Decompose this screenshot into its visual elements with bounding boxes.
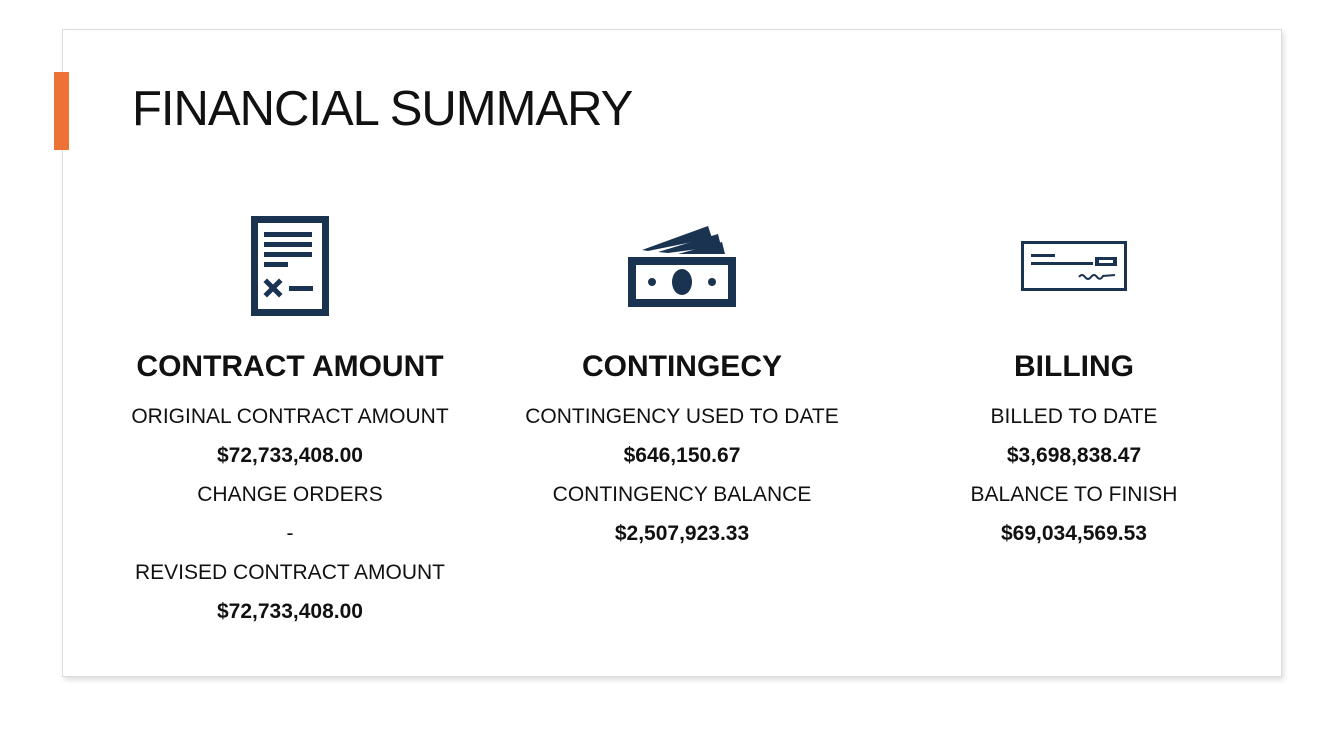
slide-panel xyxy=(62,29,1282,677)
revised-contract-amount-label: REVISED CONTRACT AMOUNT xyxy=(135,561,445,584)
billing-column: BILLING BILLED TO DATE $3,698,838.47 BAL… xyxy=(864,210,1284,553)
page-title: FINANCIAL SUMMARY xyxy=(132,82,633,136)
original-contract-amount-label: ORIGINAL CONTRACT AMOUNT xyxy=(131,405,449,428)
contingency-balance-label: CONTINGENCY BALANCE xyxy=(552,483,812,506)
change-orders-label: CHANGE ORDERS xyxy=(197,483,383,506)
contingency-column: CONTINGECY CONTINGENCY USED TO DATE $646… xyxy=(472,210,892,553)
revised-contract-amount-value: $72,733,408.00 xyxy=(217,600,363,623)
balance-to-finish-label: BALANCE TO FINISH xyxy=(970,483,1178,506)
column-heading: CONTRACT AMOUNT xyxy=(136,350,444,383)
check-icon xyxy=(864,210,1284,322)
original-contract-amount-value: $72,733,408.00 xyxy=(217,444,363,467)
column-heading: BILLING xyxy=(1014,350,1134,383)
title-accent-bar xyxy=(54,72,69,150)
change-orders-value: - xyxy=(286,522,294,545)
billed-to-date-label: BILLED TO DATE xyxy=(990,405,1158,428)
contract-amount-column: CONTRACT AMOUNT ORIGINAL CONTRACT AMOUNT… xyxy=(80,210,500,631)
contract-document-icon xyxy=(80,210,500,322)
column-heading: CONTINGECY xyxy=(581,350,782,383)
billed-to-date-value: $3,698,838.47 xyxy=(1006,444,1142,467)
money-stack-icon xyxy=(472,210,892,322)
contingency-used-value: $646,150.67 xyxy=(623,444,741,467)
balance-to-finish-value: $69,034,569.53 xyxy=(1001,522,1147,545)
contingency-balance-value: $2,507,923.33 xyxy=(614,522,750,545)
contingency-used-label: CONTINGENCY USED TO DATE xyxy=(525,405,839,428)
